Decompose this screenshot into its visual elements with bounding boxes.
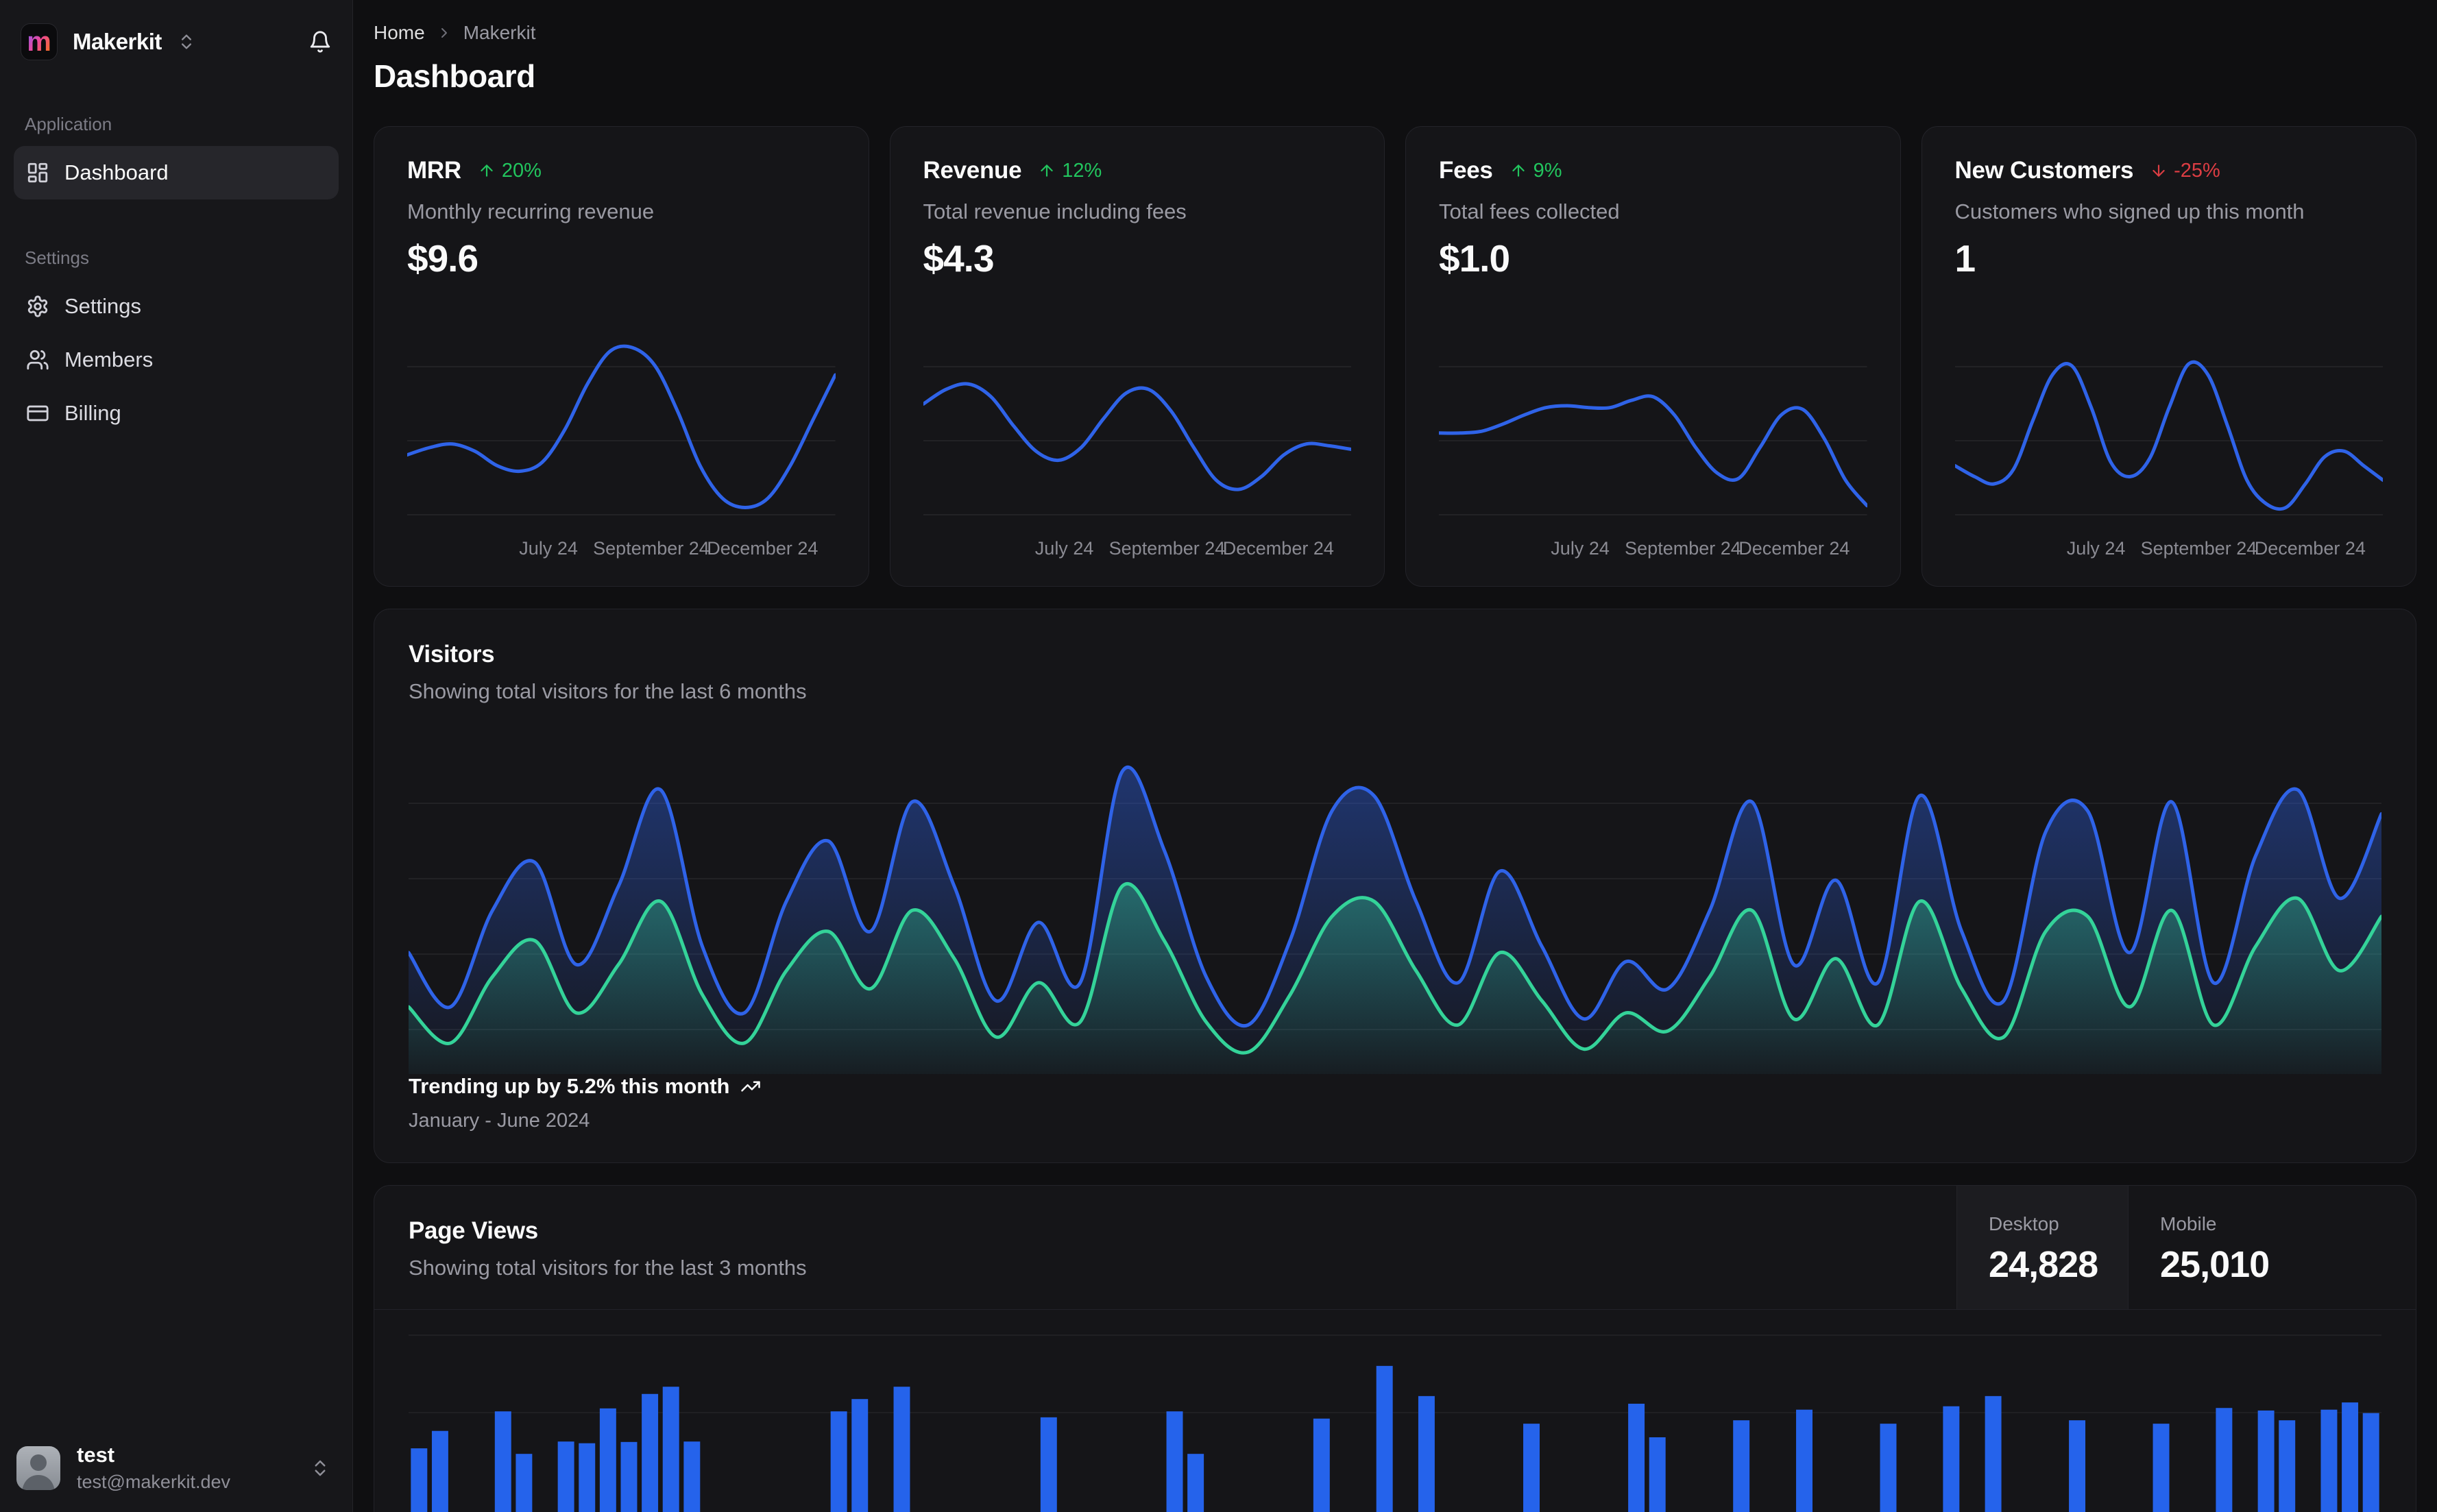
- stat-cards-row: MRR 20% Monthly recurring revenue $9.6 J…: [374, 126, 2416, 587]
- breadcrumb-current: Makerkit: [463, 22, 536, 43]
- sparkline-axis: July 24 September 24 December 24: [1551, 538, 1850, 559]
- workspace-name: Makerkit: [73, 29, 162, 54]
- stat-card-fees: Fees 9% Total fees collected $1.0 July 2…: [1405, 126, 1901, 587]
- visitors-trend-text: Trending up by 5.2% this month: [409, 1074, 730, 1098]
- toggle-value: 24,828: [1989, 1244, 2098, 1285]
- trend-badge: -25%: [2150, 160, 2220, 182]
- stat-card-revenue: Revenue 12% Total revenue including fees…: [889, 126, 1385, 587]
- gear-icon: [26, 295, 49, 318]
- toggle-label: Mobile: [2160, 1213, 2217, 1234]
- stat-value: $4.3: [923, 237, 995, 280]
- sparkline-axis: July 24 September 24 December 24: [1034, 538, 1334, 559]
- page-views-header: Page Views Showing total visitors for th…: [374, 1186, 2416, 1310]
- layout-dashboard-icon: [26, 161, 49, 184]
- credit-card-icon: [26, 402, 49, 425]
- stat-card-new-customers: New Customers -25% Customers who signed …: [1921, 126, 2416, 587]
- sidebar-item-dashboard[interactable]: Dashboard: [14, 146, 339, 199]
- chevrons-up-down-icon: [310, 1458, 330, 1478]
- arrow-down-icon: [2150, 162, 2168, 180]
- visitors-title: Visitors: [409, 641, 495, 668]
- stat-value: $1.0: [1439, 237, 1510, 280]
- sidebar-item-label: Dashboard: [64, 160, 169, 184]
- stat-description: Total revenue including fees: [923, 199, 1187, 223]
- stat-title: MRR: [407, 157, 461, 184]
- bell-icon[interactable]: [308, 30, 332, 53]
- sparkline-axis: July 24 September 24 December 24: [2066, 538, 2366, 559]
- visitors-card: Visitors Showing total visitors for the …: [374, 609, 2416, 1163]
- workspace-selector[interactable]: m Makerkit: [0, 18, 352, 66]
- trend-badge: 12%: [1038, 160, 1102, 182]
- user-menu[interactable]: test test@makerkit.dev: [0, 1426, 352, 1512]
- sparkline-axis: July 24 September 24 December 24: [519, 538, 819, 559]
- toggle-label: Desktop: [1989, 1213, 2059, 1234]
- breadcrumb-home[interactable]: Home: [374, 22, 425, 43]
- sidebar-item-settings[interactable]: Settings: [14, 280, 339, 333]
- sidebar-item-label: Billing: [64, 401, 121, 425]
- visitors-date-range: January - June 2024: [409, 1110, 590, 1132]
- user-meta: test test@makerkit.dev: [77, 1443, 230, 1493]
- makerkit-logo: m: [21, 23, 58, 60]
- main-content: Home Makerkit Dashboard MRR 20% Monthly …: [353, 0, 2437, 1512]
- stat-card-mrr: MRR 20% Monthly recurring revenue $9.6 J…: [374, 126, 869, 587]
- user-name: test: [77, 1443, 115, 1467]
- stat-description: Customers who signed up this month: [1954, 199, 2305, 223]
- page-views-title: Page Views: [409, 1217, 538, 1244]
- arrow-up-icon: [478, 162, 496, 180]
- page-views-bar-chart: [409, 1334, 2381, 1512]
- sidebar: m Makerkit Application Dashboard Setting…: [0, 0, 353, 1512]
- trend-badge: 20%: [478, 160, 542, 182]
- arrow-up-icon: [1038, 162, 1056, 180]
- user-avatar: [16, 1446, 60, 1490]
- stat-title: Fees: [1439, 157, 1493, 184]
- nav-section-application: Application: [25, 114, 112, 134]
- sparkline-chart: July 24 September 24 December 24: [923, 321, 1351, 567]
- breadcrumb: Home Makerkit: [374, 22, 2416, 44]
- toggle-desktop[interactable]: Desktop 24,828: [1956, 1186, 2128, 1309]
- trending-up-icon: [740, 1076, 761, 1097]
- stat-description: Total fees collected: [1439, 199, 1620, 223]
- sparkline-chart: July 24 September 24 December 24: [1439, 321, 1867, 567]
- arrow-up-icon: [1510, 162, 1527, 180]
- stat-title: New Customers: [1954, 157, 2134, 184]
- page-views-subtitle: Showing total visitors for the last 3 mo…: [409, 1256, 807, 1280]
- trend-badge: 9%: [1510, 160, 1562, 182]
- page-views-card: Page Views Showing total visitors for th…: [374, 1185, 2416, 1512]
- stat-description: Monthly recurring revenue: [407, 199, 655, 223]
- stat-title: Revenue: [923, 157, 1022, 184]
- sidebar-item-members[interactable]: Members: [14, 333, 339, 387]
- sparkline-chart: July 24 September 24 December 24: [407, 321, 836, 567]
- users-icon: [26, 348, 49, 371]
- chevrons-up-down-icon: [177, 32, 196, 51]
- user-email: test@makerkit.dev: [77, 1472, 230, 1492]
- sparkline-chart: July 24 September 24 December 24: [1954, 321, 2383, 567]
- visitors-subtitle: Showing total visitors for the last 6 mo…: [409, 679, 807, 703]
- sidebar-nav: Application Dashboard Settings Settings …: [0, 66, 352, 440]
- visitors-footer: Trending up by 5.2% this month January -…: [409, 1074, 2381, 1132]
- chevron-right-icon: [436, 25, 452, 41]
- stat-value: $9.6: [407, 237, 478, 280]
- stat-value: 1: [1954, 237, 1976, 280]
- visitors-area-chart: [409, 765, 2381, 1074]
- page-title: Dashboard: [374, 58, 535, 94]
- sidebar-item-billing[interactable]: Billing: [14, 387, 339, 440]
- toggle-mobile[interactable]: Mobile 25,010: [2128, 1186, 2416, 1309]
- sidebar-item-label: Settings: [64, 294, 142, 318]
- toggle-value: 25,010: [2160, 1244, 2270, 1285]
- sidebar-item-label: Members: [64, 347, 154, 371]
- nav-section-settings: Settings: [25, 247, 89, 268]
